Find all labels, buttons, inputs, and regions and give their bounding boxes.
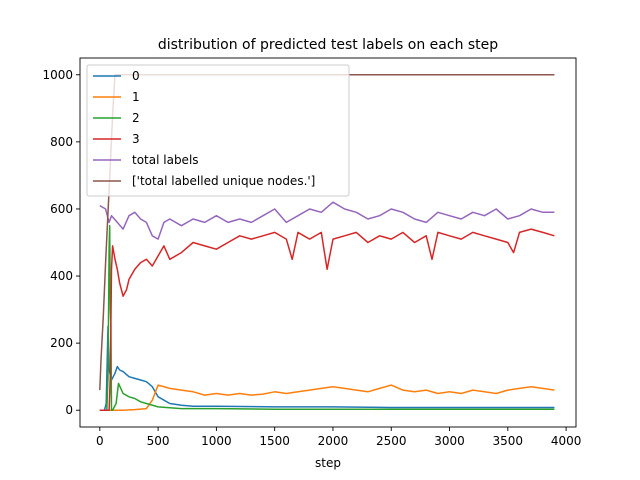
x-tick-label: 2500 <box>376 434 407 448</box>
series-layer <box>99 74 555 411</box>
series-line <box>99 325 555 411</box>
legend-label: total labels <box>132 153 199 167</box>
plot-area <box>79 57 577 428</box>
y-tick-label: 600 <box>50 202 73 216</box>
legend-label: ['total labelled unique nodes.'] <box>132 174 315 188</box>
x-axis-label: step <box>315 456 341 470</box>
legend-label: 1 <box>132 90 140 104</box>
y-tick-label: 200 <box>50 336 73 350</box>
legend-label: 2 <box>132 111 140 125</box>
x-tick-label: 2000 <box>318 434 349 448</box>
legend: 0 1 2 3 total labels ['total labelled unique … <box>86 64 350 197</box>
legend-label: 0 <box>132 69 140 83</box>
chart-title: distribution of predicted test labels on… <box>158 37 498 53</box>
legend-box <box>86 64 350 197</box>
series-line <box>99 228 555 411</box>
x-tick-label: 3000 <box>434 434 465 448</box>
axes-frame <box>79 57 577 428</box>
y-axis: 0 200 400 600 800 1000 <box>42 68 80 417</box>
x-tick-label: 4000 <box>551 434 582 448</box>
x-tick-label: 3500 <box>493 434 524 448</box>
x-tick-label: 1000 <box>201 434 232 448</box>
x-tick-label: 500 <box>147 434 170 448</box>
y-tick-label: 0 <box>65 403 73 417</box>
x-tick-label: 0 <box>96 434 104 448</box>
series-line <box>99 224 555 411</box>
series-line <box>99 384 555 411</box>
legend-label: 3 <box>132 132 140 146</box>
x-tick-label: 1500 <box>259 434 290 448</box>
series-line <box>99 201 555 240</box>
y-tick-label: 400 <box>50 269 73 283</box>
y-tick-label: 800 <box>50 135 73 149</box>
x-axis: 0 500 1000 1500 2000 2500 3000 3500 4000 <box>96 427 581 448</box>
y-tick-label: 1000 <box>42 68 73 82</box>
